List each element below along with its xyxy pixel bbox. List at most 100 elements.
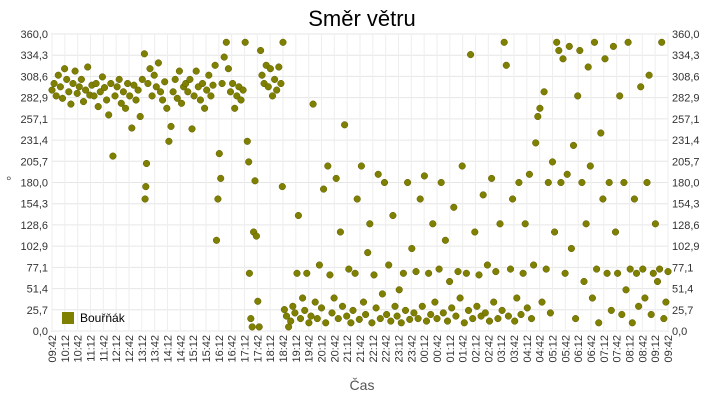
data-point xyxy=(58,94,67,102)
data-point xyxy=(315,261,323,269)
data-point xyxy=(416,195,424,203)
data-point xyxy=(387,317,395,325)
data-point xyxy=(130,81,138,89)
data-point xyxy=(376,315,384,323)
data-point xyxy=(609,42,617,50)
data-point xyxy=(532,139,540,147)
data-point xyxy=(473,302,481,310)
data-point xyxy=(258,71,266,79)
x-tick-label: 05:12 xyxy=(548,335,560,363)
data-point xyxy=(653,277,662,286)
data-point xyxy=(257,46,265,55)
x-tick-label: 05:42 xyxy=(560,335,572,363)
data-point xyxy=(82,86,90,94)
y-tick-label-right: 231,4 xyxy=(672,135,700,147)
data-point xyxy=(586,162,594,170)
data-point xyxy=(171,75,179,83)
data-point xyxy=(251,177,259,185)
data-point xyxy=(378,290,386,298)
data-point xyxy=(94,103,102,111)
x-tick-label: 09:12 xyxy=(650,335,662,363)
data-point xyxy=(448,304,456,312)
data-point xyxy=(142,159,151,168)
data-point xyxy=(67,100,75,108)
x-tick-label: 08:42 xyxy=(637,335,649,363)
data-point xyxy=(351,269,359,277)
y-tick-label: 257,1 xyxy=(20,114,48,126)
data-point xyxy=(643,178,651,187)
x-tick-label: 07:12 xyxy=(599,335,611,363)
data-point xyxy=(425,269,433,277)
data-point xyxy=(632,269,641,277)
data-point xyxy=(479,191,487,199)
data-point xyxy=(494,315,502,323)
data-point xyxy=(622,286,630,294)
x-tick-label: 03:12 xyxy=(496,335,508,363)
data-point xyxy=(268,92,277,100)
data-point xyxy=(519,269,527,277)
data-point xyxy=(279,38,287,46)
data-point xyxy=(161,78,169,86)
data-point xyxy=(483,261,491,269)
data-point xyxy=(408,244,416,253)
y-tick-label: 128,6 xyxy=(20,220,48,232)
data-point xyxy=(224,65,232,73)
y-tick-label-right: 0,0 xyxy=(672,326,687,338)
data-point xyxy=(169,88,177,96)
data-point xyxy=(404,178,412,187)
x-tick-label: 20:42 xyxy=(329,335,341,363)
data-point xyxy=(410,309,418,317)
x-tick-label: 14:12 xyxy=(163,335,175,363)
y-tick-label-right: 257,1 xyxy=(672,114,700,126)
y-tick-label: 180,0 xyxy=(20,178,48,190)
data-point xyxy=(626,265,634,273)
data-point xyxy=(395,286,403,294)
data-point xyxy=(420,172,428,180)
data-point xyxy=(309,100,317,108)
data-point xyxy=(462,269,470,277)
x-tick-label: 02:42 xyxy=(483,335,495,363)
data-point xyxy=(63,75,71,83)
data-point xyxy=(218,79,226,88)
data-point xyxy=(492,268,500,276)
data-point xyxy=(140,50,148,58)
x-tick-label: 09:42 xyxy=(47,335,59,363)
data-point xyxy=(159,96,167,104)
x-tick-label: 06:42 xyxy=(586,335,598,363)
data-point xyxy=(98,73,106,81)
data-point xyxy=(52,92,60,100)
data-point xyxy=(597,129,605,137)
data-point xyxy=(109,152,117,160)
y-tick-label: 51,4 xyxy=(27,284,48,296)
data-point xyxy=(132,96,140,104)
data-point xyxy=(61,65,69,73)
data-point xyxy=(167,122,175,130)
data-point xyxy=(334,315,342,323)
y-tick-label-right: 51,4 xyxy=(672,284,693,296)
data-point xyxy=(542,265,550,273)
data-point xyxy=(347,319,355,327)
x-tick-label: 01:12 xyxy=(445,335,457,363)
data-point xyxy=(345,265,353,273)
data-point xyxy=(662,298,670,306)
data-point xyxy=(647,310,655,319)
data-point xyxy=(188,125,196,133)
data-point xyxy=(391,302,399,310)
data-point xyxy=(546,309,554,317)
data-point xyxy=(212,236,221,244)
data-point xyxy=(383,310,391,319)
x-tick-label: 22:12 xyxy=(368,335,380,363)
x-tick-label: 09:42 xyxy=(663,335,675,363)
y-tick-label: 77,1 xyxy=(27,262,48,274)
data-points xyxy=(48,38,672,331)
data-point xyxy=(100,84,109,92)
data-point xyxy=(278,183,286,191)
data-point xyxy=(73,89,81,97)
data-point xyxy=(511,317,519,325)
data-point xyxy=(207,92,215,100)
x-tick-label: 15:12 xyxy=(188,335,200,363)
data-point xyxy=(96,88,104,96)
legend-label: Bouřňák xyxy=(80,311,126,325)
data-point xyxy=(551,228,559,236)
data-point xyxy=(211,61,219,69)
